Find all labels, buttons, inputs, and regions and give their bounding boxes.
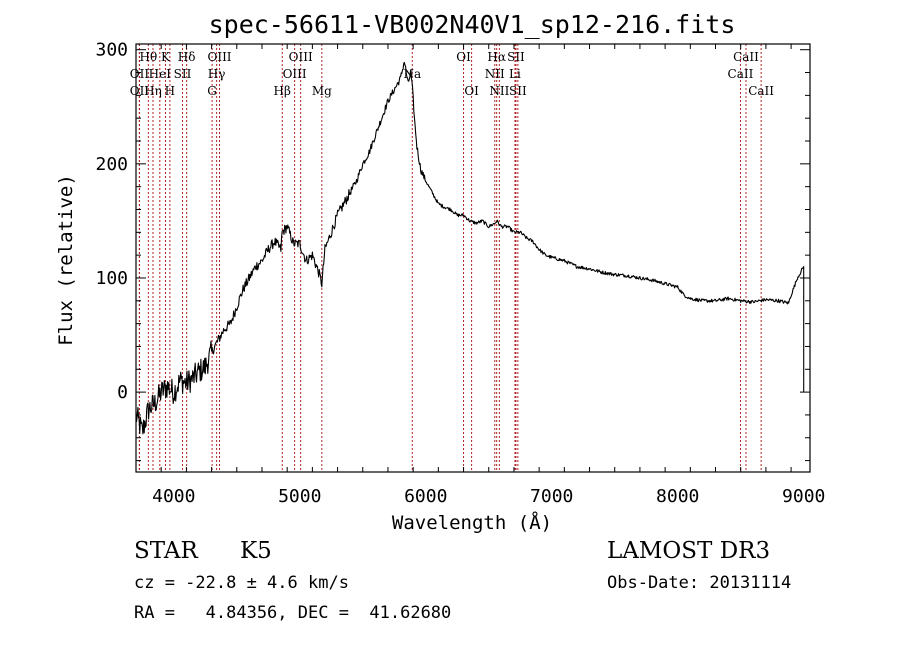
plot-frame xyxy=(135,43,811,473)
spectral-line-label: Hη xyxy=(144,84,162,98)
x-tick-label: 5000 xyxy=(278,486,321,507)
coordinates-readout: RA = 4.84356, DEC = 41.62680 xyxy=(134,603,452,623)
spectral-line-label: Hβ xyxy=(274,84,291,98)
x-axis-label: Wavelength (Å) xyxy=(392,511,552,534)
spectral-line-label: OIII xyxy=(283,67,307,81)
spectral-line-label: NII xyxy=(485,67,505,81)
y-tick-label: 300 xyxy=(95,40,128,61)
spectral-line-label: SII xyxy=(507,50,525,64)
spectral-subclass: K5 xyxy=(240,538,272,564)
y-tick-label: 100 xyxy=(95,268,128,289)
spectral-line-label: Mg xyxy=(312,84,332,98)
spectral-line-label: OIII xyxy=(207,50,231,64)
spectral-line-label: Li xyxy=(509,67,521,81)
observation-date: Obs-Date: 20131114 xyxy=(607,573,792,593)
spectral-line-label: Hθ xyxy=(139,50,157,64)
spectral-line-label: CaII xyxy=(748,84,774,98)
spectral-line-label: OIII xyxy=(289,50,313,64)
spectral-line-label: OI xyxy=(464,84,479,98)
spectral-line-label: NII xyxy=(489,84,509,98)
x-tick-label: 6000 xyxy=(404,486,447,507)
spectral-line-label: OI xyxy=(456,50,471,64)
y-tick-label: 200 xyxy=(95,154,128,175)
spectral-line-label: H xyxy=(165,84,175,98)
spectral-line-label: G xyxy=(207,84,217,98)
spectral-line-label: CaII xyxy=(728,67,754,81)
spectral-line-label: HeI xyxy=(149,67,172,81)
survey-name: LAMOST DR3 xyxy=(607,538,771,564)
spectral-line-label: K xyxy=(161,50,171,64)
x-tick-label: 7000 xyxy=(530,486,573,507)
y-axis-ticks: 0 100 200 300 xyxy=(95,40,810,462)
spectral-line-label: Hα xyxy=(487,50,506,64)
redshift-readout: cz = -22.8 ± 4.6 km/s xyxy=(134,573,349,593)
y-tick-label: 0 xyxy=(117,382,128,403)
object-class: STAR xyxy=(134,538,198,564)
flux-series-line xyxy=(135,61,805,435)
chart-title: spec-56611-VB002N40V1_sp12-216.fits xyxy=(209,10,736,39)
x-axis-ticks: 4000 5000 6000 7000 8000 9000 xyxy=(135,44,825,507)
y-axis-label: Flux (relative) xyxy=(55,174,77,346)
spectral-line-label: SII xyxy=(509,84,527,98)
spectral-line-label: SII xyxy=(174,67,192,81)
spectral-line-label: OII xyxy=(130,67,150,81)
spectral-line-markers xyxy=(138,44,762,472)
x-tick-label: 4000 xyxy=(152,486,195,507)
spectral-line-label: CaII xyxy=(733,50,759,64)
spectral-line-labels: Hθ OII OII K HeI Hη Hδ SII H OIII Hγ G OIII OIII Hβ Mg N… xyxy=(130,50,775,98)
x-tick-label: 8000 xyxy=(656,486,699,507)
spectral-line-label: Hδ xyxy=(178,50,196,64)
spectral-line-label: Hγ xyxy=(208,67,226,81)
spectral-line-label: OII xyxy=(130,84,150,98)
x-tick-label: 9000 xyxy=(782,486,825,507)
